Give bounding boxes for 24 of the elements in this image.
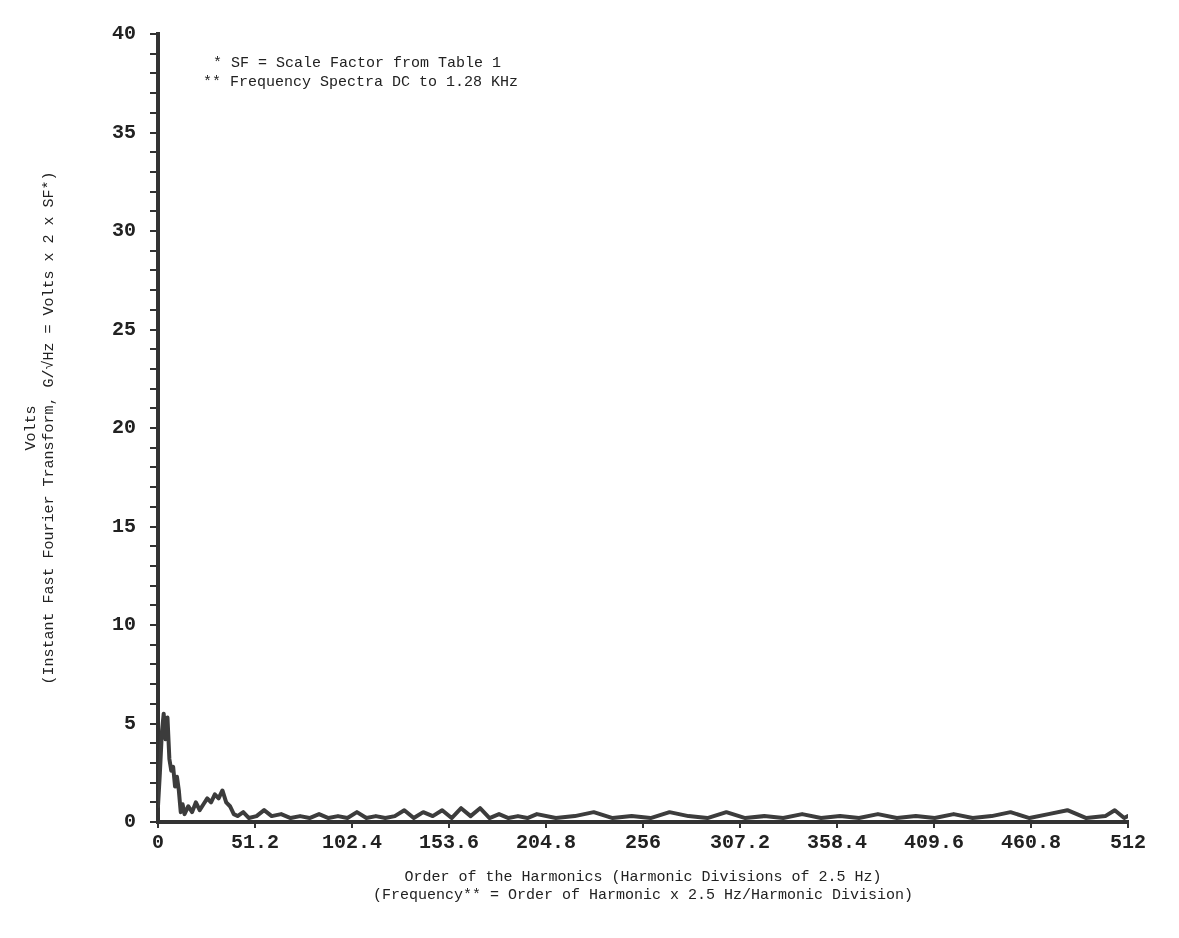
y-tick-label: 40 <box>111 22 136 46</box>
x-tick-label: 358.4 <box>806 831 868 855</box>
x-tick-label: 51.2 <box>231 831 280 855</box>
x-tick-label: 256 <box>624 831 662 855</box>
y-tick-label: 0 <box>123 810 136 834</box>
y-tick-label: 20 <box>111 416 136 440</box>
x-tick-label: 307.2 <box>709 831 771 855</box>
annotation: ** Frequency Spectra DC to 1.28 KHz <box>203 74 519 92</box>
y-tick-label: 30 <box>111 219 136 243</box>
y-tick-label: 15 <box>111 514 136 538</box>
y-tick-label: 35 <box>111 120 136 144</box>
x-tick-label: 460.8 <box>1000 831 1062 855</box>
y-tick-label: 10 <box>111 613 136 637</box>
y-tick-label: 25 <box>111 317 136 341</box>
x-tick-label: 409.6 <box>903 831 965 855</box>
y-axis-title: Volts (Instant Fast Fourier Transform, G/√Hz = Volts x 2 x SF*) <box>22 171 58 685</box>
x-tick-label: 204.8 <box>515 831 577 855</box>
annotation: * SF = Scale Factor from Table 1 <box>213 55 502 73</box>
x-tick-label: 102.4 <box>322 831 383 855</box>
x-tick-label: 512 <box>1109 831 1147 855</box>
x-tick-label: 153.6 <box>418 831 480 855</box>
y-tick-label: 5 <box>123 711 136 735</box>
x-axis-title: Order of the Harmonics (Harmonic Divisions of 2.5 Hz) (Frequency** = Order of Harmonic x 2.5 Hz/Harmonic Division) <box>372 868 914 904</box>
x-tick-label: 0 <box>152 831 165 855</box>
